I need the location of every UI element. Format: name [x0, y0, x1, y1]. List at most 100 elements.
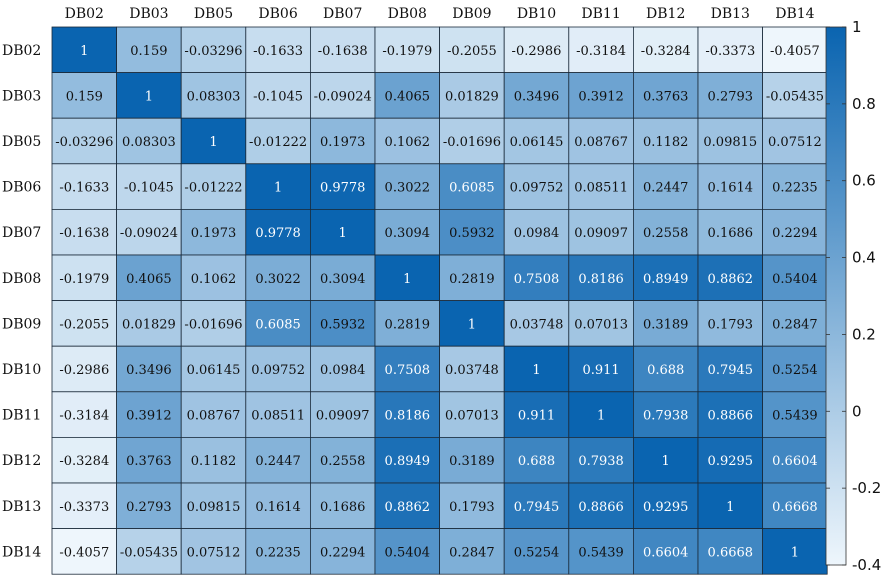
- y-tick-label: DB13: [2, 499, 41, 515]
- cell-value-label: -0.1638: [59, 226, 109, 241]
- cell-value-label: 0.06145: [187, 363, 241, 378]
- heatmap-cell: [762, 345, 828, 393]
- heatmap-cell: [568, 163, 634, 210]
- heatmap-cell: [374, 72, 440, 119]
- y-tick-label: DB11: [2, 408, 41, 424]
- heatmap-cell: [180, 163, 247, 210]
- heatmap-cell: [245, 300, 311, 347]
- heatmap-cell: [568, 254, 634, 301]
- heatmap-cell: [309, 436, 376, 484]
- cell-value-label: 0.1062: [385, 135, 431, 150]
- cell-value-label: 0.8949: [385, 454, 431, 469]
- heatmap-cell: [697, 482, 763, 529]
- cell-value-label: -0.3184: [576, 44, 626, 59]
- colorbar-gradient: [825, 26, 847, 566]
- cell-value-label: 0.6668: [708, 545, 754, 560]
- heatmap-cell: [439, 208, 505, 256]
- heatmap-cell: [762, 26, 828, 73]
- heatmap-cell: [697, 300, 763, 347]
- cell-value-label: -0.1633: [59, 181, 109, 196]
- cell-value-label: 0.5254: [514, 545, 560, 560]
- heatmap-cell: [503, 436, 570, 484]
- cell-value-label: 0.0984: [514, 226, 560, 241]
- heatmap-cell: [116, 482, 182, 529]
- cell-value-label: 1: [791, 545, 799, 560]
- cell-value-label: 0.3496: [514, 89, 560, 104]
- cell-value-label: 0.09752: [510, 181, 564, 196]
- heatmap-cell: [116, 436, 182, 484]
- heatmap-cell: [697, 391, 763, 438]
- cell-value-label: 1: [662, 454, 670, 469]
- heatmap-cell: [309, 528, 376, 575]
- cell-value-label: 0.07013: [574, 317, 628, 332]
- heatmap-cell: [180, 208, 247, 256]
- heatmap-cell: [374, 482, 440, 529]
- x-tick-label: DB14: [775, 6, 814, 22]
- cell-value-label: 0.03748: [445, 363, 499, 378]
- cell-value-label: 0.08511: [251, 409, 305, 424]
- heatmap-cell: [51, 163, 117, 210]
- cell-value-label: -0.3373: [705, 44, 755, 59]
- x-tick-label: DB08: [388, 6, 427, 22]
- cell-value-label: 0.7938: [643, 409, 689, 424]
- x-tick-label: DB10: [517, 6, 556, 22]
- heatmap-cell: [374, 163, 440, 210]
- cell-value-label: -0.09024: [120, 226, 178, 241]
- heatmap-cell: [245, 482, 311, 529]
- heatmap-cell: [51, 117, 117, 165]
- heatmap-cell: [439, 345, 505, 393]
- cell-value-label: -0.01222: [249, 135, 307, 150]
- cell-value-label: 1: [403, 272, 411, 287]
- cell-value-label: 0.2558: [643, 226, 689, 241]
- cell-value-label: -0.4057: [59, 545, 109, 560]
- y-tick-labels: DB02 DB03 DB05 DB06 DB07 DB08 DB09 DB10 DB11 DB12…: [2, 43, 41, 561]
- cell-value-label: 0.08767: [574, 135, 628, 150]
- heatmap-cell: [762, 391, 828, 438]
- cell-value-label: 0.1793: [708, 317, 754, 332]
- colorbar-tick-label: 0.6: [852, 172, 876, 190]
- heatmap-cell: [374, 391, 440, 438]
- cell-value-label: 0.6668: [772, 500, 818, 515]
- heatmap-cell: [180, 528, 247, 575]
- heatmap-cell: [439, 482, 505, 529]
- heatmap-cell: [245, 436, 311, 484]
- colorbar-tick-label: -0.2: [852, 479, 881, 497]
- heatmap-cell: [180, 391, 247, 438]
- cell-value-label: -0.1633: [253, 44, 303, 59]
- cell-value-label: 1: [339, 226, 347, 241]
- heatmap-cell: [51, 300, 117, 347]
- heatmap-cell: [180, 482, 247, 529]
- cell-value-label: -0.03296: [55, 135, 113, 150]
- heatmap-cell: [309, 117, 376, 165]
- cell-value-label: -0.1979: [59, 272, 109, 287]
- heatmap-cell: [180, 300, 247, 347]
- colorbar: 1 0.8 0.6 0.4 0.2 0 -0.2 -0.4: [825, 18, 881, 574]
- cell-value-label: 0.2294: [320, 545, 366, 560]
- x-tick-label: DB02: [65, 6, 104, 22]
- cell-value-label: 0.2235: [772, 181, 818, 196]
- cell-value-label: 0.3094: [385, 226, 431, 241]
- heatmap-cell: [439, 300, 505, 347]
- cell-value-label: 0.4065: [385, 89, 431, 104]
- heatmap-cell: [503, 482, 570, 529]
- x-tick-label: DB09: [452, 6, 491, 22]
- heatmap-cell: [633, 254, 699, 301]
- cell-value-label: 1: [274, 181, 282, 196]
- heatmap-cell: [51, 254, 117, 301]
- heatmap-cell: [116, 26, 182, 73]
- cell-value-label: 0.01829: [122, 317, 176, 332]
- cell-value-label: 0.9295: [708, 454, 754, 469]
- cell-value-label: 1: [532, 363, 540, 378]
- heatmap-cell: [439, 528, 505, 575]
- cell-value-label: -0.2055: [59, 317, 109, 332]
- cell-value-label: 0.6085: [449, 181, 495, 196]
- heatmap-cell: [245, 72, 311, 119]
- colorbar-tick-label: 0: [852, 402, 862, 420]
- heatmap-cell: [633, 300, 699, 347]
- colorbar-tick-label: 0.4: [852, 249, 876, 267]
- cell-value-label: 0.2793: [126, 500, 172, 515]
- cell-value-label: 0.6604: [643, 545, 689, 560]
- y-tick-label: DB10: [2, 362, 41, 378]
- cell-value-label: 0.7945: [708, 363, 754, 378]
- heatmap-cell: [51, 391, 117, 438]
